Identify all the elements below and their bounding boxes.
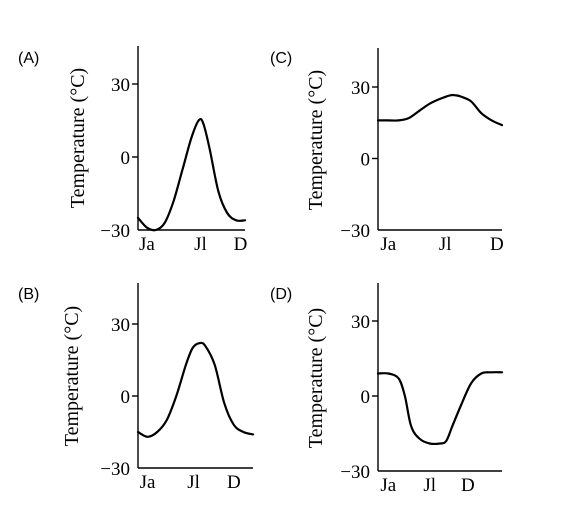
- x-tick-label: Jl: [439, 234, 452, 255]
- panel-label: (C): [270, 50, 292, 67]
- y-tick-label: 0: [121, 148, 131, 169]
- x-tick-label: Jl: [423, 475, 436, 496]
- y-tick-label: 30: [111, 75, 130, 96]
- y-tick-label: 30: [111, 315, 130, 336]
- y-tick-label: 0: [361, 387, 371, 408]
- temperature-line: [136, 341, 255, 438]
- y-axis-title: Temperature (°C): [61, 306, 83, 446]
- x-tick-label: D: [461, 475, 475, 496]
- y-tick-label: 0: [361, 150, 371, 171]
- x-tick-label: Ja: [380, 234, 396, 255]
- temperature-line: [376, 93, 504, 127]
- y-axis-title: Temperature (°C): [305, 70, 327, 210]
- panel-label: (B): [18, 286, 39, 303]
- x-tick-label: Ja: [380, 475, 396, 496]
- x-tick-label: D: [227, 472, 241, 493]
- panel-c: (C) 30 0 −30 Ja Jl D Temperature (°C): [270, 48, 504, 255]
- temperature-line: [376, 371, 504, 446]
- x-tick-label: D: [234, 234, 248, 255]
- y-tick-label: 0: [121, 387, 131, 408]
- x-tick-label: Ja: [140, 472, 156, 493]
- y-tick-label: −30: [340, 462, 370, 483]
- panel-label: (A): [18, 50, 39, 67]
- panel-a: (A) 30 0 −30 Ja Jl D Temperature (°C): [18, 46, 247, 255]
- x-tick-label: Jl: [194, 234, 207, 255]
- y-tick-label: −30: [100, 459, 130, 480]
- panel-d: (D) 30 0 −30 Ja Jl D Temperature (°C): [270, 283, 504, 496]
- y-axis-title: Temperature (°C): [305, 308, 327, 448]
- x-tick-label: Jl: [187, 472, 200, 493]
- panel-label: (D): [270, 286, 292, 303]
- y-axis-title: Temperature (°C): [67, 68, 89, 208]
- x-tick-label: D: [490, 234, 504, 255]
- y-tick-label: 30: [351, 312, 370, 333]
- y-tick-label: 30: [351, 78, 370, 99]
- panel-b: (B) 30 0 −30 Ja Jl D Temperature (°C): [18, 283, 255, 493]
- y-tick-label: −30: [340, 221, 370, 242]
- temperature-line: [136, 117, 247, 232]
- y-tick-label: −30: [100, 221, 130, 242]
- x-tick-label: Ja: [139, 234, 155, 255]
